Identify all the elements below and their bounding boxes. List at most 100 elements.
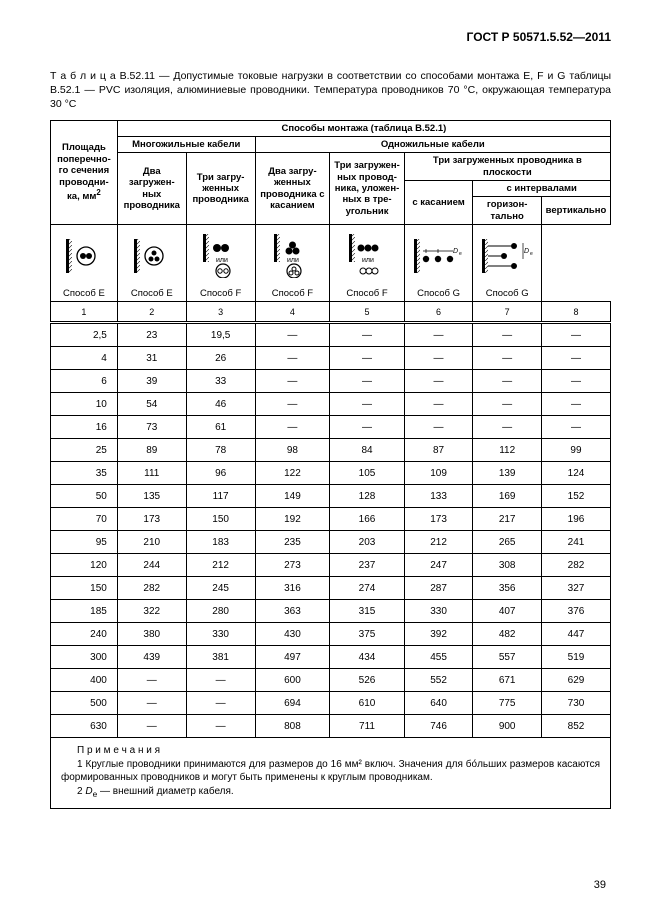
value-cell: 322 — [117, 600, 186, 623]
value-cell: 439 — [117, 646, 186, 669]
svg-text:или: или — [216, 257, 228, 264]
idx-cell: 6 — [404, 302, 473, 323]
value-cell: 557 — [473, 646, 542, 669]
value-cell: 247 — [404, 554, 473, 577]
value-cell: 245 — [186, 577, 255, 600]
method-label: Способ F — [330, 286, 404, 302]
value-cell: 84 — [330, 439, 404, 462]
idx-cell: 5 — [330, 302, 404, 323]
value-cell: 78 — [186, 439, 255, 462]
two-loaded-header: Два загружен-ных проводника — [117, 153, 186, 225]
value-cell: 196 — [541, 508, 610, 531]
value-cell: 330 — [186, 623, 255, 646]
value-cell: 210 — [117, 531, 186, 554]
value-cell: — — [473, 370, 542, 393]
value-cell: 392 — [404, 623, 473, 646]
value-cell: 23 — [117, 323, 186, 347]
vert-header: вертикально — [541, 197, 610, 225]
value-cell: 282 — [117, 577, 186, 600]
horiz-header: горизон-тально — [473, 197, 542, 225]
mounting-header: Способы монтажа (таблица В.52.1) — [117, 120, 610, 136]
value-cell: 173 — [404, 508, 473, 531]
value-cell: — — [404, 347, 473, 370]
method-label: Способ F — [186, 286, 255, 302]
value-cell: 241 — [541, 531, 610, 554]
value-cell: 711 — [330, 715, 404, 738]
value-cell: — — [473, 323, 542, 347]
value-cell: 19,5 — [186, 323, 255, 347]
area-cell: 300 — [51, 646, 118, 669]
value-cell: — — [473, 416, 542, 439]
value-cell: 526 — [330, 669, 404, 692]
value-cell: 149 — [255, 485, 330, 508]
page-number: 39 — [594, 879, 606, 891]
value-cell: 173 — [117, 508, 186, 531]
value-cell: 356 — [473, 577, 542, 600]
value-cell: 629 — [541, 669, 610, 692]
value-cell: 610 — [330, 692, 404, 715]
area-cell: 50 — [51, 485, 118, 508]
two-loaded-touch-header: Два загру-женных проводника с касанием — [255, 153, 330, 225]
value-cell: — — [117, 669, 186, 692]
value-cell: 235 — [255, 531, 330, 554]
value-cell: 135 — [117, 485, 186, 508]
value-cell: 54 — [117, 393, 186, 416]
method-e1-icon — [51, 225, 118, 287]
method-label: Способ E — [51, 286, 118, 302]
value-cell: — — [541, 370, 610, 393]
value-cell: 287 — [404, 577, 473, 600]
value-cell: 105 — [330, 462, 404, 485]
multi-header: Многожильные кабели — [117, 136, 255, 152]
area-cell: 35 — [51, 462, 118, 485]
value-cell: 96 — [186, 462, 255, 485]
method-f1-icon: или — [186, 225, 255, 287]
value-cell: — — [404, 370, 473, 393]
value-cell: 380 — [117, 623, 186, 646]
value-cell: 316 — [255, 577, 330, 600]
three-loaded-header: Три загру-женных проводника — [186, 153, 255, 225]
value-cell: 640 — [404, 692, 473, 715]
value-cell: 455 — [404, 646, 473, 669]
idx-cell: 3 — [186, 302, 255, 323]
value-cell: — — [330, 323, 404, 347]
method-label: Способ E — [117, 286, 186, 302]
value-cell: — — [186, 669, 255, 692]
value-cell: 139 — [473, 462, 542, 485]
value-cell: 552 — [404, 669, 473, 692]
method-label: Способ G — [473, 286, 542, 302]
value-cell: 434 — [330, 646, 404, 669]
value-cell: 111 — [117, 462, 186, 485]
value-cell: 330 — [404, 600, 473, 623]
value-cell: 46 — [186, 393, 255, 416]
idx-cell: 4 — [255, 302, 330, 323]
value-cell: 152 — [541, 485, 610, 508]
value-cell: 447 — [541, 623, 610, 646]
value-cell: 327 — [541, 577, 610, 600]
value-cell: 117 — [186, 485, 255, 508]
value-cell: — — [330, 416, 404, 439]
area-cell: 6 — [51, 370, 118, 393]
method-label: Способ G — [404, 286, 473, 302]
area-cell: 16 — [51, 416, 118, 439]
area-cell: 120 — [51, 554, 118, 577]
value-cell: 26 — [186, 347, 255, 370]
value-cell: 273 — [255, 554, 330, 577]
value-cell: 519 — [541, 646, 610, 669]
value-cell: 133 — [404, 485, 473, 508]
table-notes: П р и м е ч а н и я 1 Круглые проводники… — [50, 738, 611, 809]
document-id: ГОСТ Р 50571.5.52—2011 — [50, 30, 611, 44]
svg-text:D: D — [453, 248, 458, 255]
svg-text:или: или — [362, 257, 374, 264]
notes-title: П р и м е ч а н и я — [61, 744, 600, 758]
value-cell: 900 — [473, 715, 542, 738]
value-cell: 169 — [473, 485, 542, 508]
value-cell: — — [541, 393, 610, 416]
area-cell: 95 — [51, 531, 118, 554]
method-label: Способ F — [255, 286, 330, 302]
ampacity-table: Площадь поперечно-го сечения проводни-ка… — [50, 120, 611, 739]
value-cell: 274 — [330, 577, 404, 600]
value-cell: 407 — [473, 600, 542, 623]
value-cell: — — [186, 715, 255, 738]
area-cell: 10 — [51, 393, 118, 416]
area-cell: 500 — [51, 692, 118, 715]
